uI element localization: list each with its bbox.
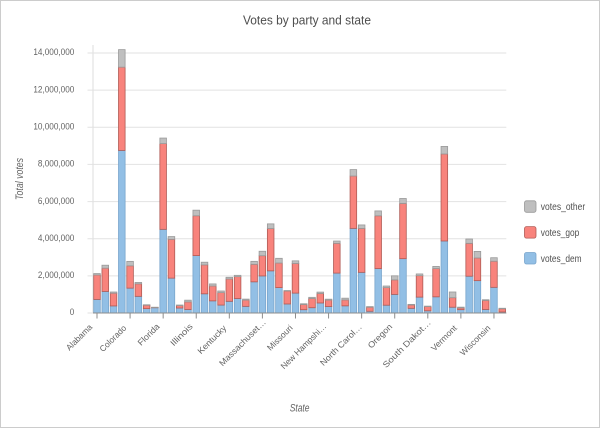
svg-text:14,000,000: 14,000,000 [33, 47, 74, 58]
svg-text:Total votes: Total votes [14, 158, 26, 200]
svg-text:8,000,000: 8,000,000 [38, 159, 74, 170]
svg-text:votes_gop: votes_gop [541, 228, 580, 239]
svg-text:2,000,000: 2,000,000 [38, 270, 74, 281]
svg-text:4,000,000: 4,000,000 [38, 233, 74, 244]
svg-text:10,000,000: 10,000,000 [33, 121, 74, 132]
svg-text:Votes by party and state: Votes by party and state [243, 13, 371, 28]
svg-text:votes_other: votes_other [541, 202, 586, 213]
svg-text:0: 0 [70, 307, 75, 318]
svg-text:6,000,000: 6,000,000 [38, 196, 74, 207]
svg-text:12,000,000: 12,000,000 [33, 84, 74, 95]
svg-text:votes_dem: votes_dem [541, 254, 582, 265]
svg-text:State: State [290, 403, 310, 415]
